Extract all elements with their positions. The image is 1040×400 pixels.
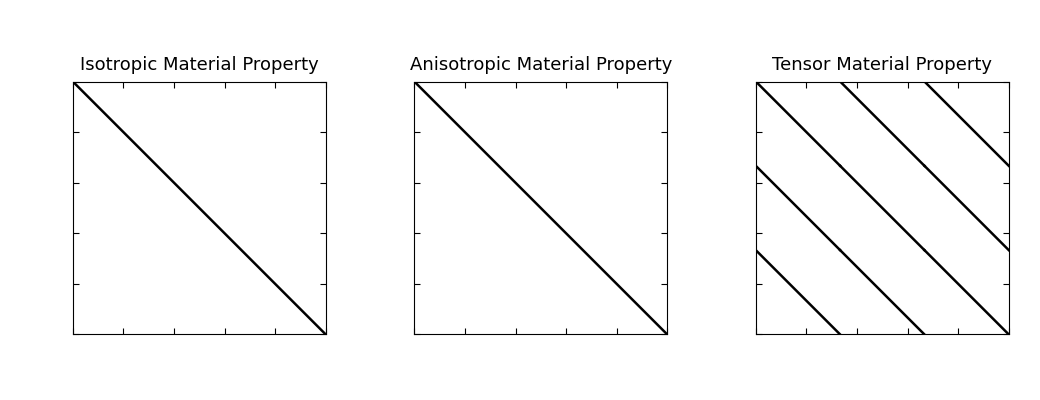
Title: Isotropic Material Property: Isotropic Material Property xyxy=(80,56,318,74)
Title: Tensor Material Property: Tensor Material Property xyxy=(773,56,992,74)
Title: Anisotropic Material Property: Anisotropic Material Property xyxy=(410,56,672,74)
